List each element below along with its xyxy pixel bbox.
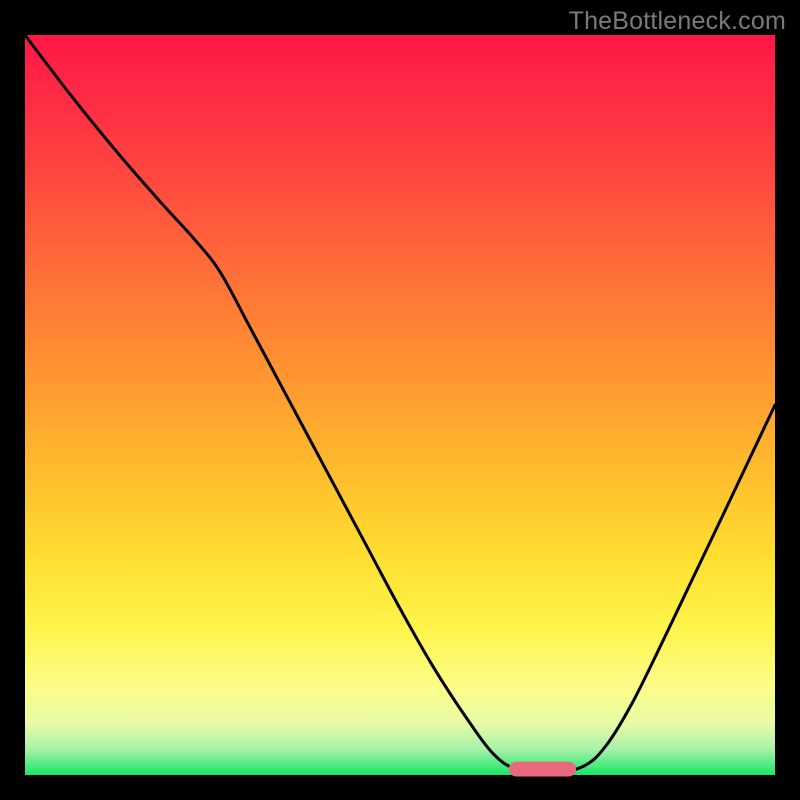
chart-svg [0, 0, 800, 800]
watermark-text: TheBottleneck.com [569, 7, 786, 36]
optimal-marker [509, 762, 577, 777]
chart-container: TheBottleneck.com [0, 0, 800, 800]
gradient-plot-area [25, 35, 775, 775]
